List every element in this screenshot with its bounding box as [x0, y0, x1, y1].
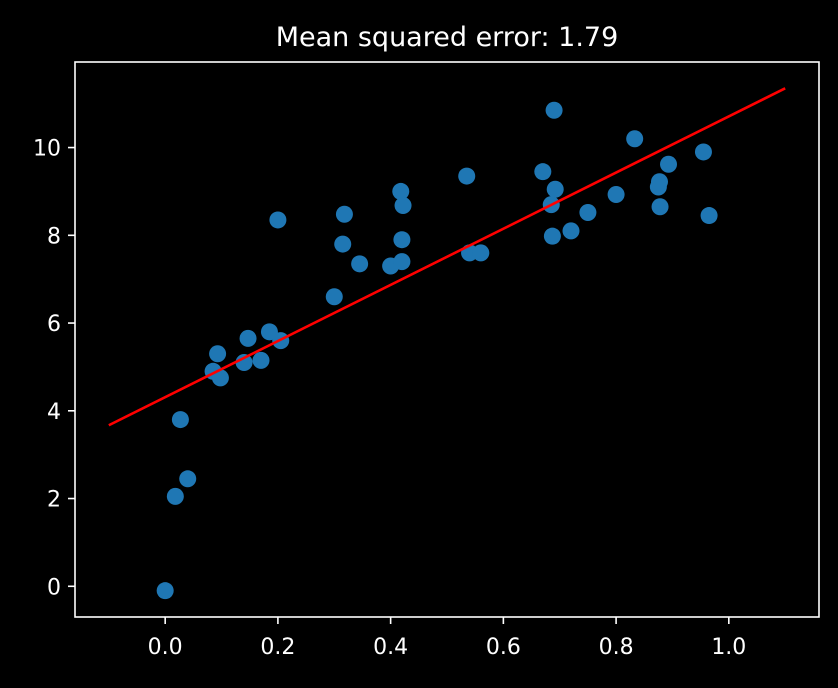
data-point: [651, 198, 669, 216]
data-point: [562, 222, 580, 240]
data-point: [334, 235, 352, 253]
y-tick-label: 0: [47, 575, 61, 600]
data-point: [607, 186, 625, 203]
data-point: [156, 582, 174, 600]
axes-frame: [74, 61, 820, 618]
data-point: [325, 288, 343, 306]
x-tick-label: 0.6: [486, 635, 521, 660]
x-tick-label: 0.4: [373, 635, 408, 660]
x-tick-label: 1.0: [711, 635, 746, 660]
data-point: [660, 155, 678, 173]
fit-line-layer: [108, 87, 786, 427]
data-point: [579, 203, 597, 221]
data-point: [534, 163, 552, 181]
data-point: [694, 143, 712, 161]
data-point: [211, 369, 229, 387]
axes-layer: 0.0 0.2 0.4 0.6 0.8 1.0 0 2 4 6 8 10: [33, 61, 820, 660]
y-tick-label: 6: [47, 312, 61, 337]
data-point: [269, 211, 287, 229]
data-point: [543, 227, 561, 245]
x-tick-label: 0.0: [148, 635, 183, 660]
data-point: [392, 182, 410, 200]
data-point: [545, 101, 563, 119]
regression-line: [108, 87, 786, 427]
y-tick-label: 4: [47, 400, 61, 425]
data-point: [393, 231, 411, 249]
data-point: [171, 411, 189, 429]
x-tick-label: 0.8: [599, 635, 634, 660]
chart-title: Mean squared error: 1.79: [276, 22, 619, 53]
y-tick-label: 8: [47, 224, 61, 249]
data-point: [179, 470, 197, 488]
data-point: [235, 354, 253, 372]
x-tick-label: 0.2: [260, 635, 295, 660]
data-point: [458, 167, 476, 185]
data-point: [546, 180, 564, 198]
data-point: [209, 345, 227, 363]
data-point: [394, 196, 412, 214]
data-point: [252, 351, 270, 369]
data-point: [239, 329, 257, 347]
data-point: [700, 207, 718, 225]
data-point: [351, 255, 369, 273]
data-point: [650, 173, 668, 191]
y-tick-label: 10: [33, 137, 61, 162]
data-point: [166, 487, 184, 505]
data-point: [393, 253, 411, 271]
data-point: [335, 205, 353, 223]
data-point: [472, 244, 490, 262]
y-tick-label: 2: [47, 488, 61, 513]
points-layer: [156, 101, 718, 600]
data-point: [626, 130, 644, 148]
